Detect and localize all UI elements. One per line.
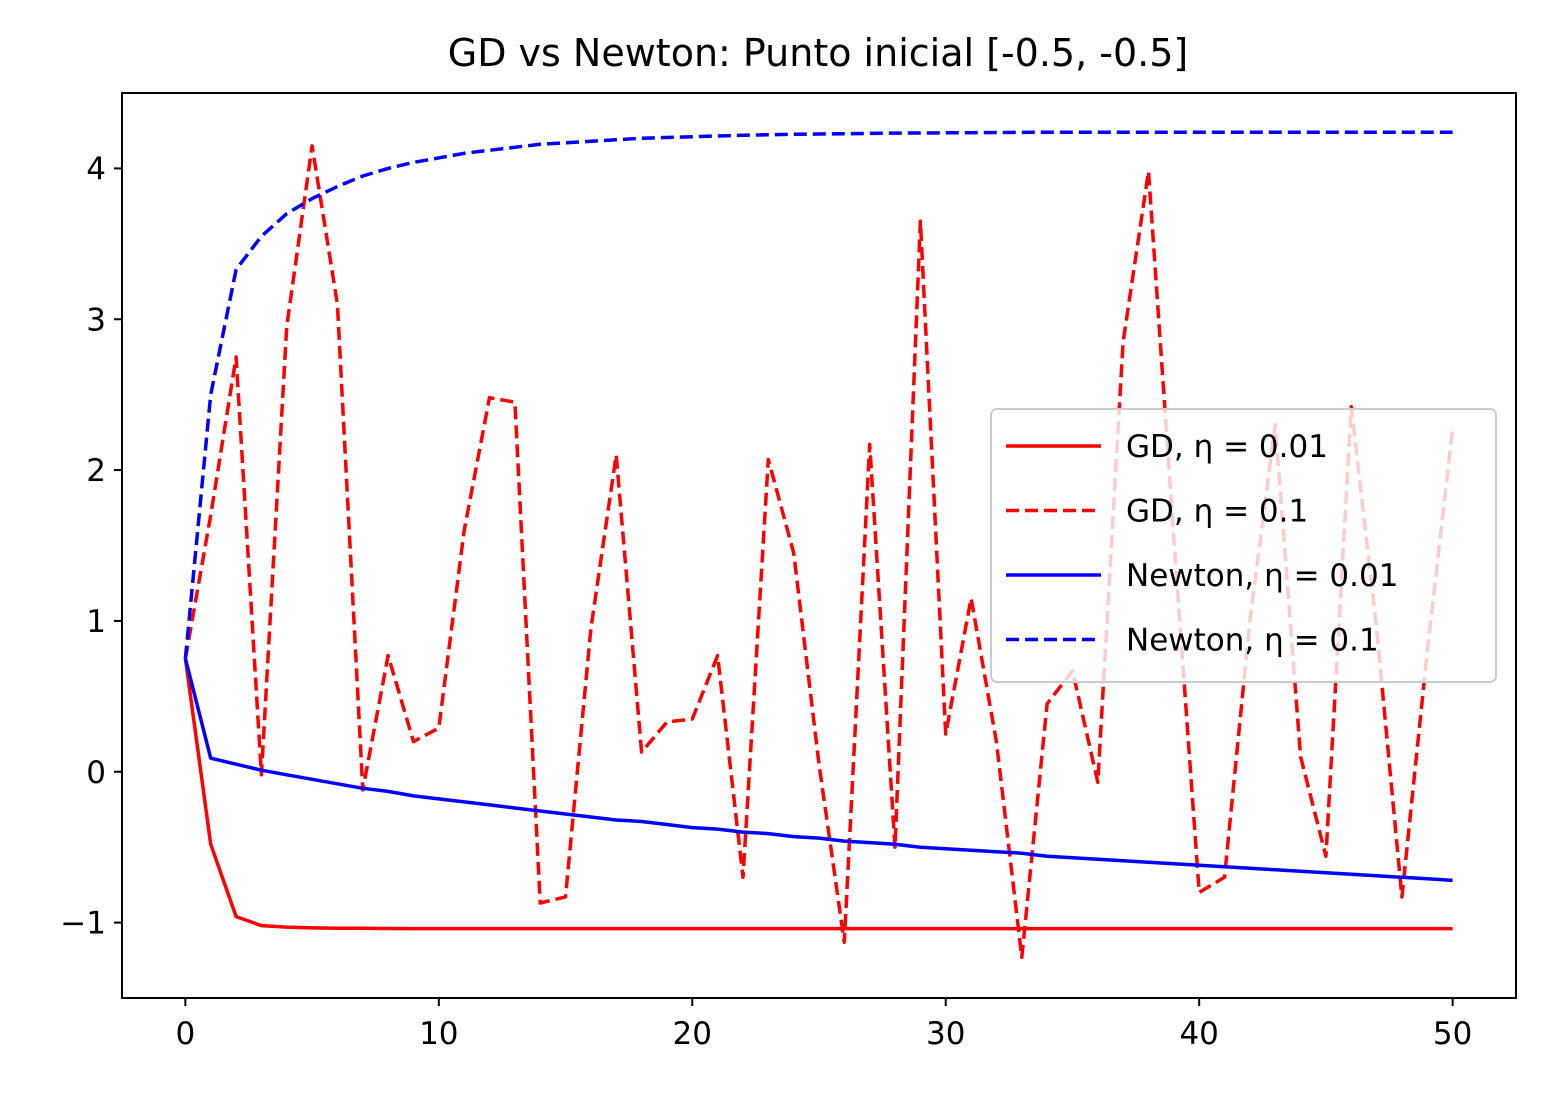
series-line-0 [183, 658, 1453, 931]
y-tick-label: 2 [86, 453, 106, 489]
x-tick-label: 40 [1179, 1016, 1218, 1052]
series-line-1 [183, 144, 1455, 960]
plot-frame [121, 92, 1517, 999]
series-line-3 [183, 130, 1453, 659]
y-tick-label: 1 [86, 604, 106, 640]
legend-label-1: GD, η = 0.1 [1126, 494, 1308, 530]
x-tick-label: 50 [1433, 1016, 1472, 1052]
x-tick-label: 20 [673, 1016, 712, 1052]
legend-label-0: GD, η = 0.01 [1126, 429, 1328, 465]
y-tick-label: −1 [60, 906, 106, 942]
y-tick-label: 4 [86, 151, 106, 187]
series-layer [183, 130, 1455, 960]
series-line-2 [183, 658, 1453, 883]
legend-label-2: Newton, η = 0.01 [1126, 558, 1398, 594]
x-tick-label: 10 [419, 1016, 458, 1052]
y-tick-label: 0 [86, 755, 106, 791]
legend: GD, η = 0.01 GD, η = 0.1 Newton, η = 0.01 N… [990, 408, 1497, 683]
legend-box [990, 408, 1497, 683]
x-tick-label: 30 [926, 1016, 965, 1052]
chart-title: GD vs Newton: Punto inicial [-0.5, -0.5] [448, 31, 1188, 75]
legend-label-3: Newton, η = 0.1 [1126, 623, 1379, 659]
x-tick-label: 0 [175, 1016, 195, 1052]
x-axis: 0 10 20 30 40 50 [175, 998, 1472, 1052]
y-axis: −1 0 1 2 3 4 [60, 151, 122, 942]
y-tick-label: 3 [86, 302, 106, 338]
